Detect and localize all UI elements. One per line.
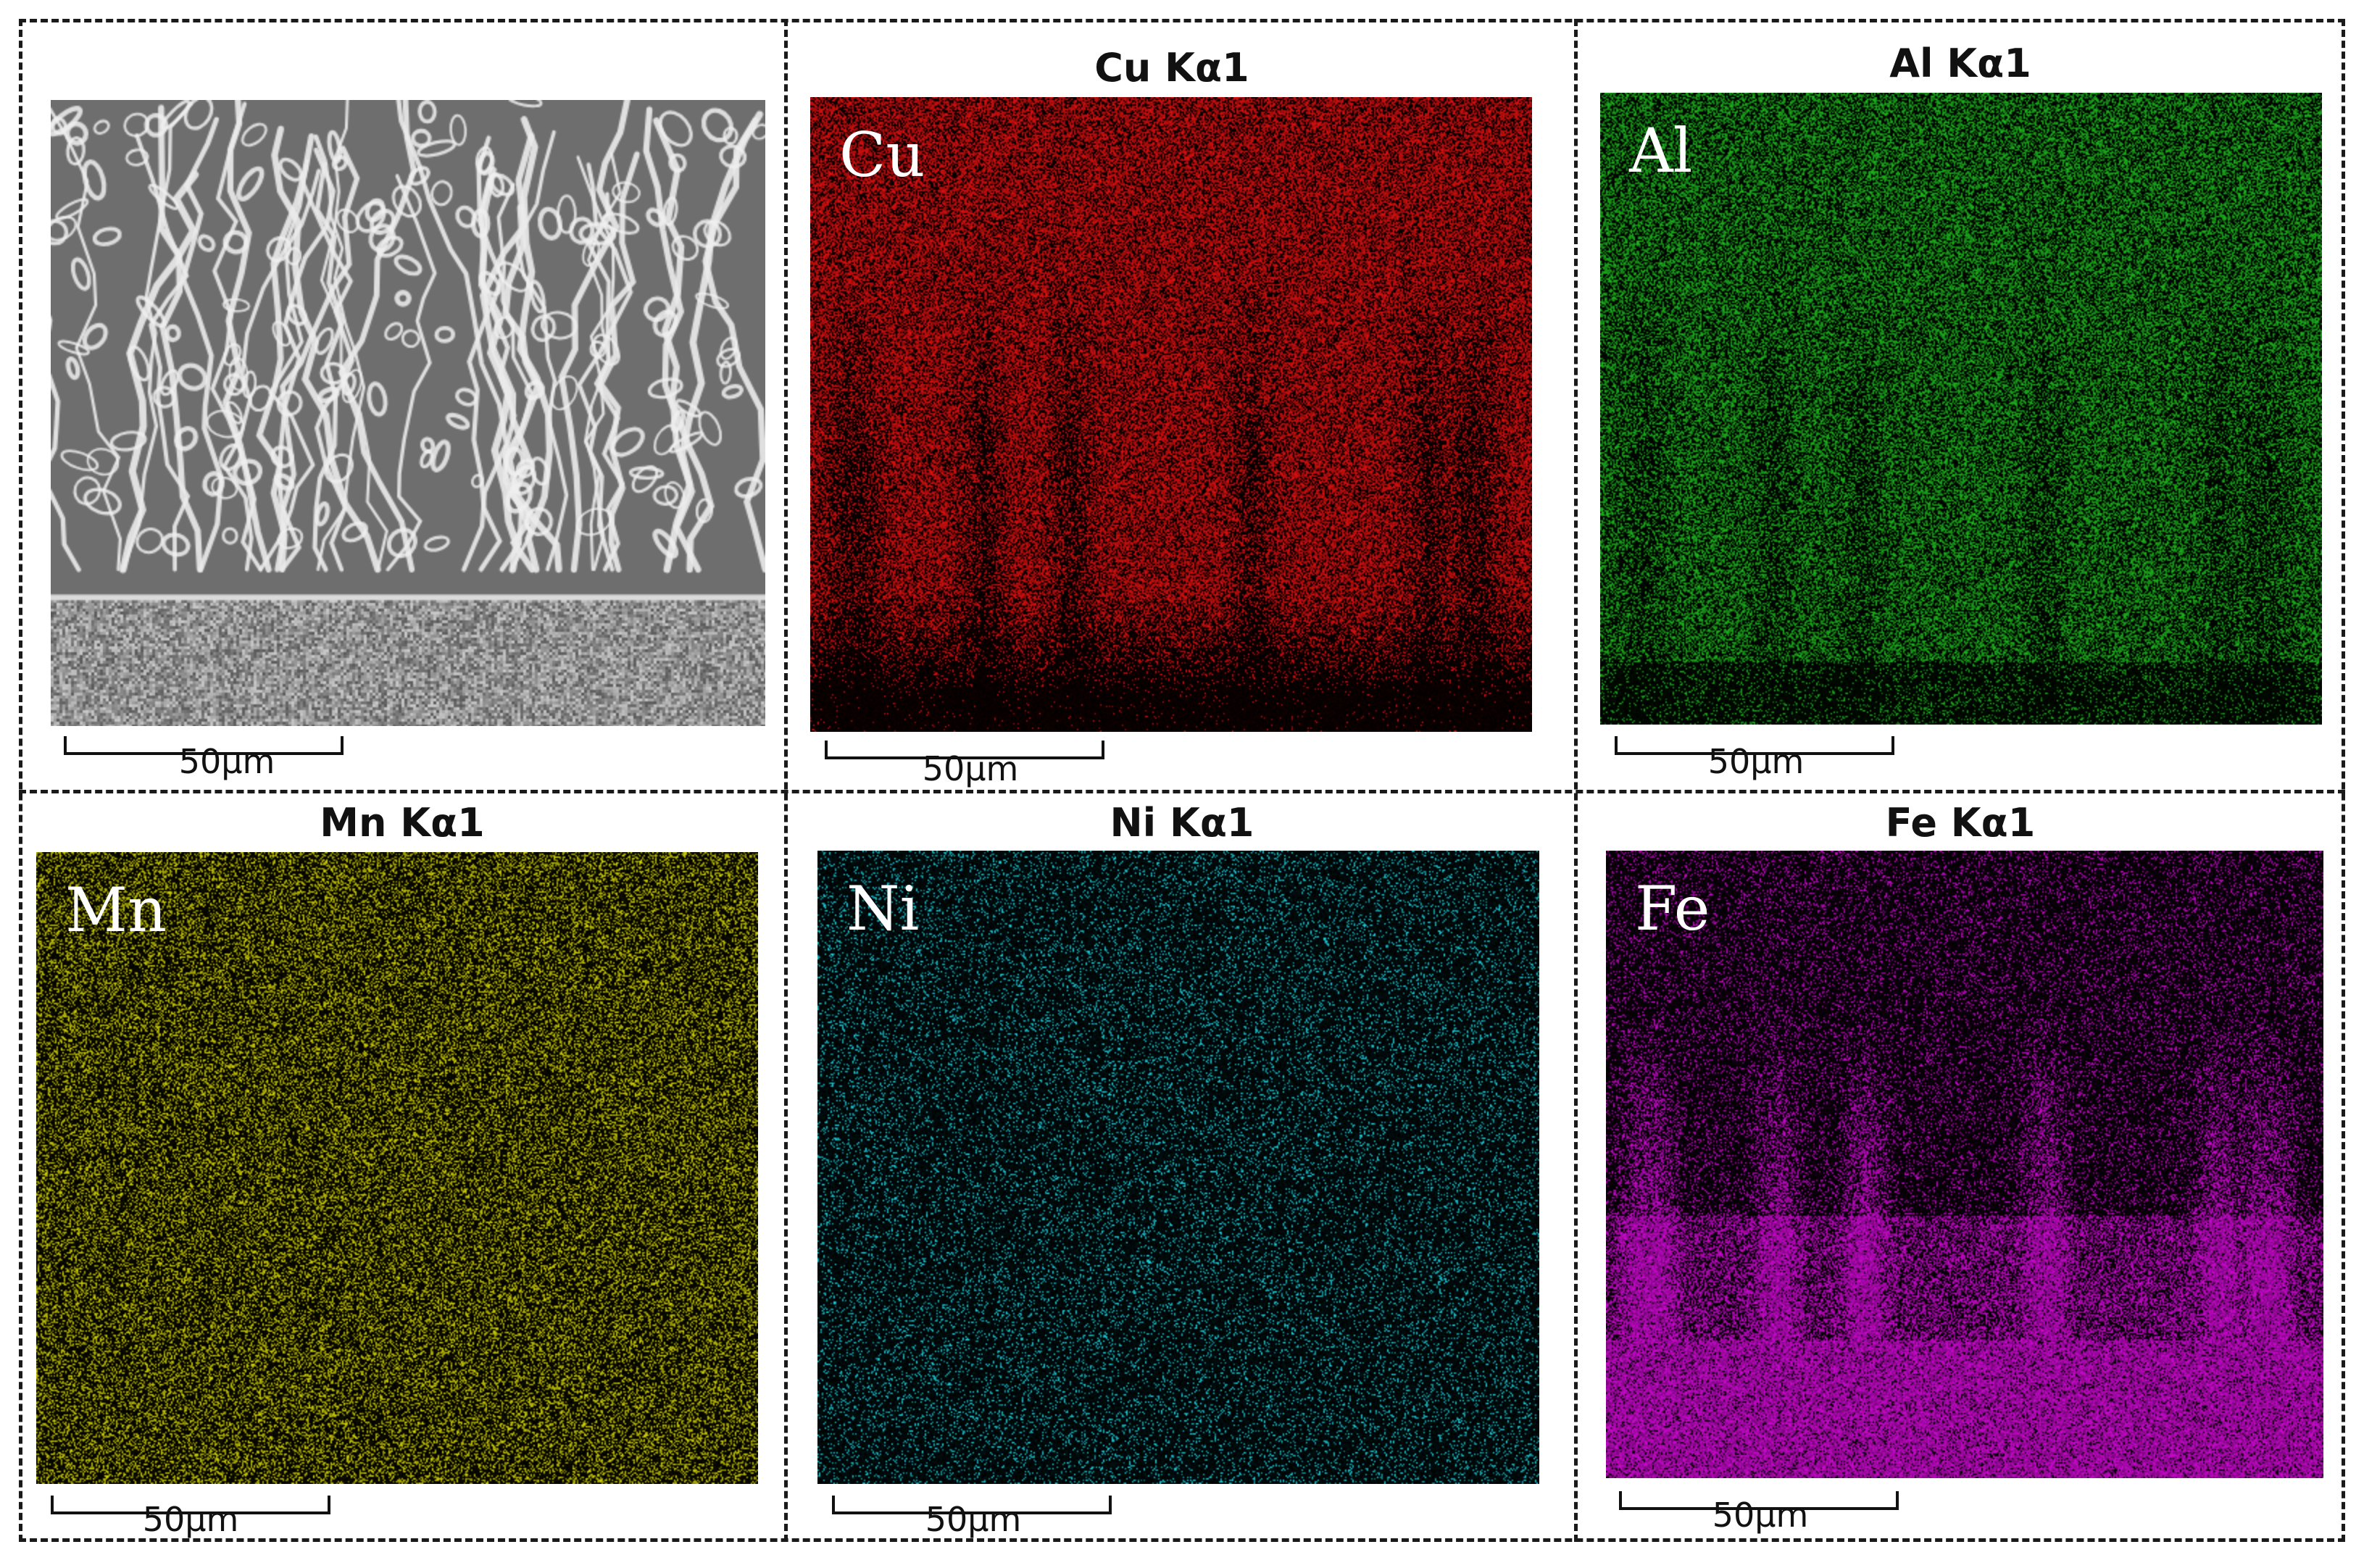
- scale-bar: [1619, 1491, 1899, 1510]
- scale-label: 50μm: [1712, 1496, 1809, 1535]
- scale-bar: [832, 1496, 1112, 1514]
- fe-map: Fe: [1606, 851, 2323, 1478]
- panel-title-al: Al Kα1: [1889, 41, 2031, 86]
- scale-bar: [64, 736, 344, 755]
- scale-bar: [51, 1496, 330, 1514]
- panel-title-ni: Ni Kα1: [1110, 800, 1254, 846]
- element-label-al: Al: [1629, 115, 1693, 186]
- column-divider-2: [1574, 19, 1578, 1542]
- row-divider: [19, 790, 2345, 793]
- cu-distribution: [810, 97, 1532, 732]
- al-distribution: [1600, 93, 2322, 725]
- mn-distribution: [36, 852, 758, 1484]
- fe-distribution: [1606, 851, 2323, 1478]
- element-label-mn: Mn: [65, 875, 167, 946]
- scale-label: 50μm: [1707, 742, 1805, 781]
- scale-label: 50μm: [925, 1500, 1022, 1539]
- panel-title-fe: Fe Kα1: [1885, 800, 2036, 846]
- scale-label: 50μm: [922, 749, 1019, 788]
- ni-distribution: [817, 851, 1539, 1484]
- mn-map: Mn: [36, 852, 758, 1484]
- figure-frame: [19, 19, 2345, 1542]
- ni-map: Ni: [817, 851, 1539, 1484]
- scale-bar: [825, 741, 1104, 759]
- sem-micrograph: [51, 100, 765, 726]
- scale-label: 50μm: [142, 1500, 239, 1539]
- cu-map: Cu: [810, 97, 1532, 732]
- panel-title-mn: Mn Kα1: [320, 800, 485, 846]
- element-label-ni: Ni: [846, 873, 920, 944]
- element-label-cu: Cu: [839, 120, 925, 191]
- scale-bar: [1615, 736, 1894, 755]
- column-divider-1: [784, 19, 788, 1542]
- element-label-fe: Fe: [1635, 873, 1710, 944]
- panel-title-cu: Cu Kα1: [1094, 45, 1249, 91]
- sem-image: [51, 100, 765, 726]
- scale-label: 50μm: [178, 742, 275, 781]
- al-map: Al: [1600, 93, 2322, 725]
